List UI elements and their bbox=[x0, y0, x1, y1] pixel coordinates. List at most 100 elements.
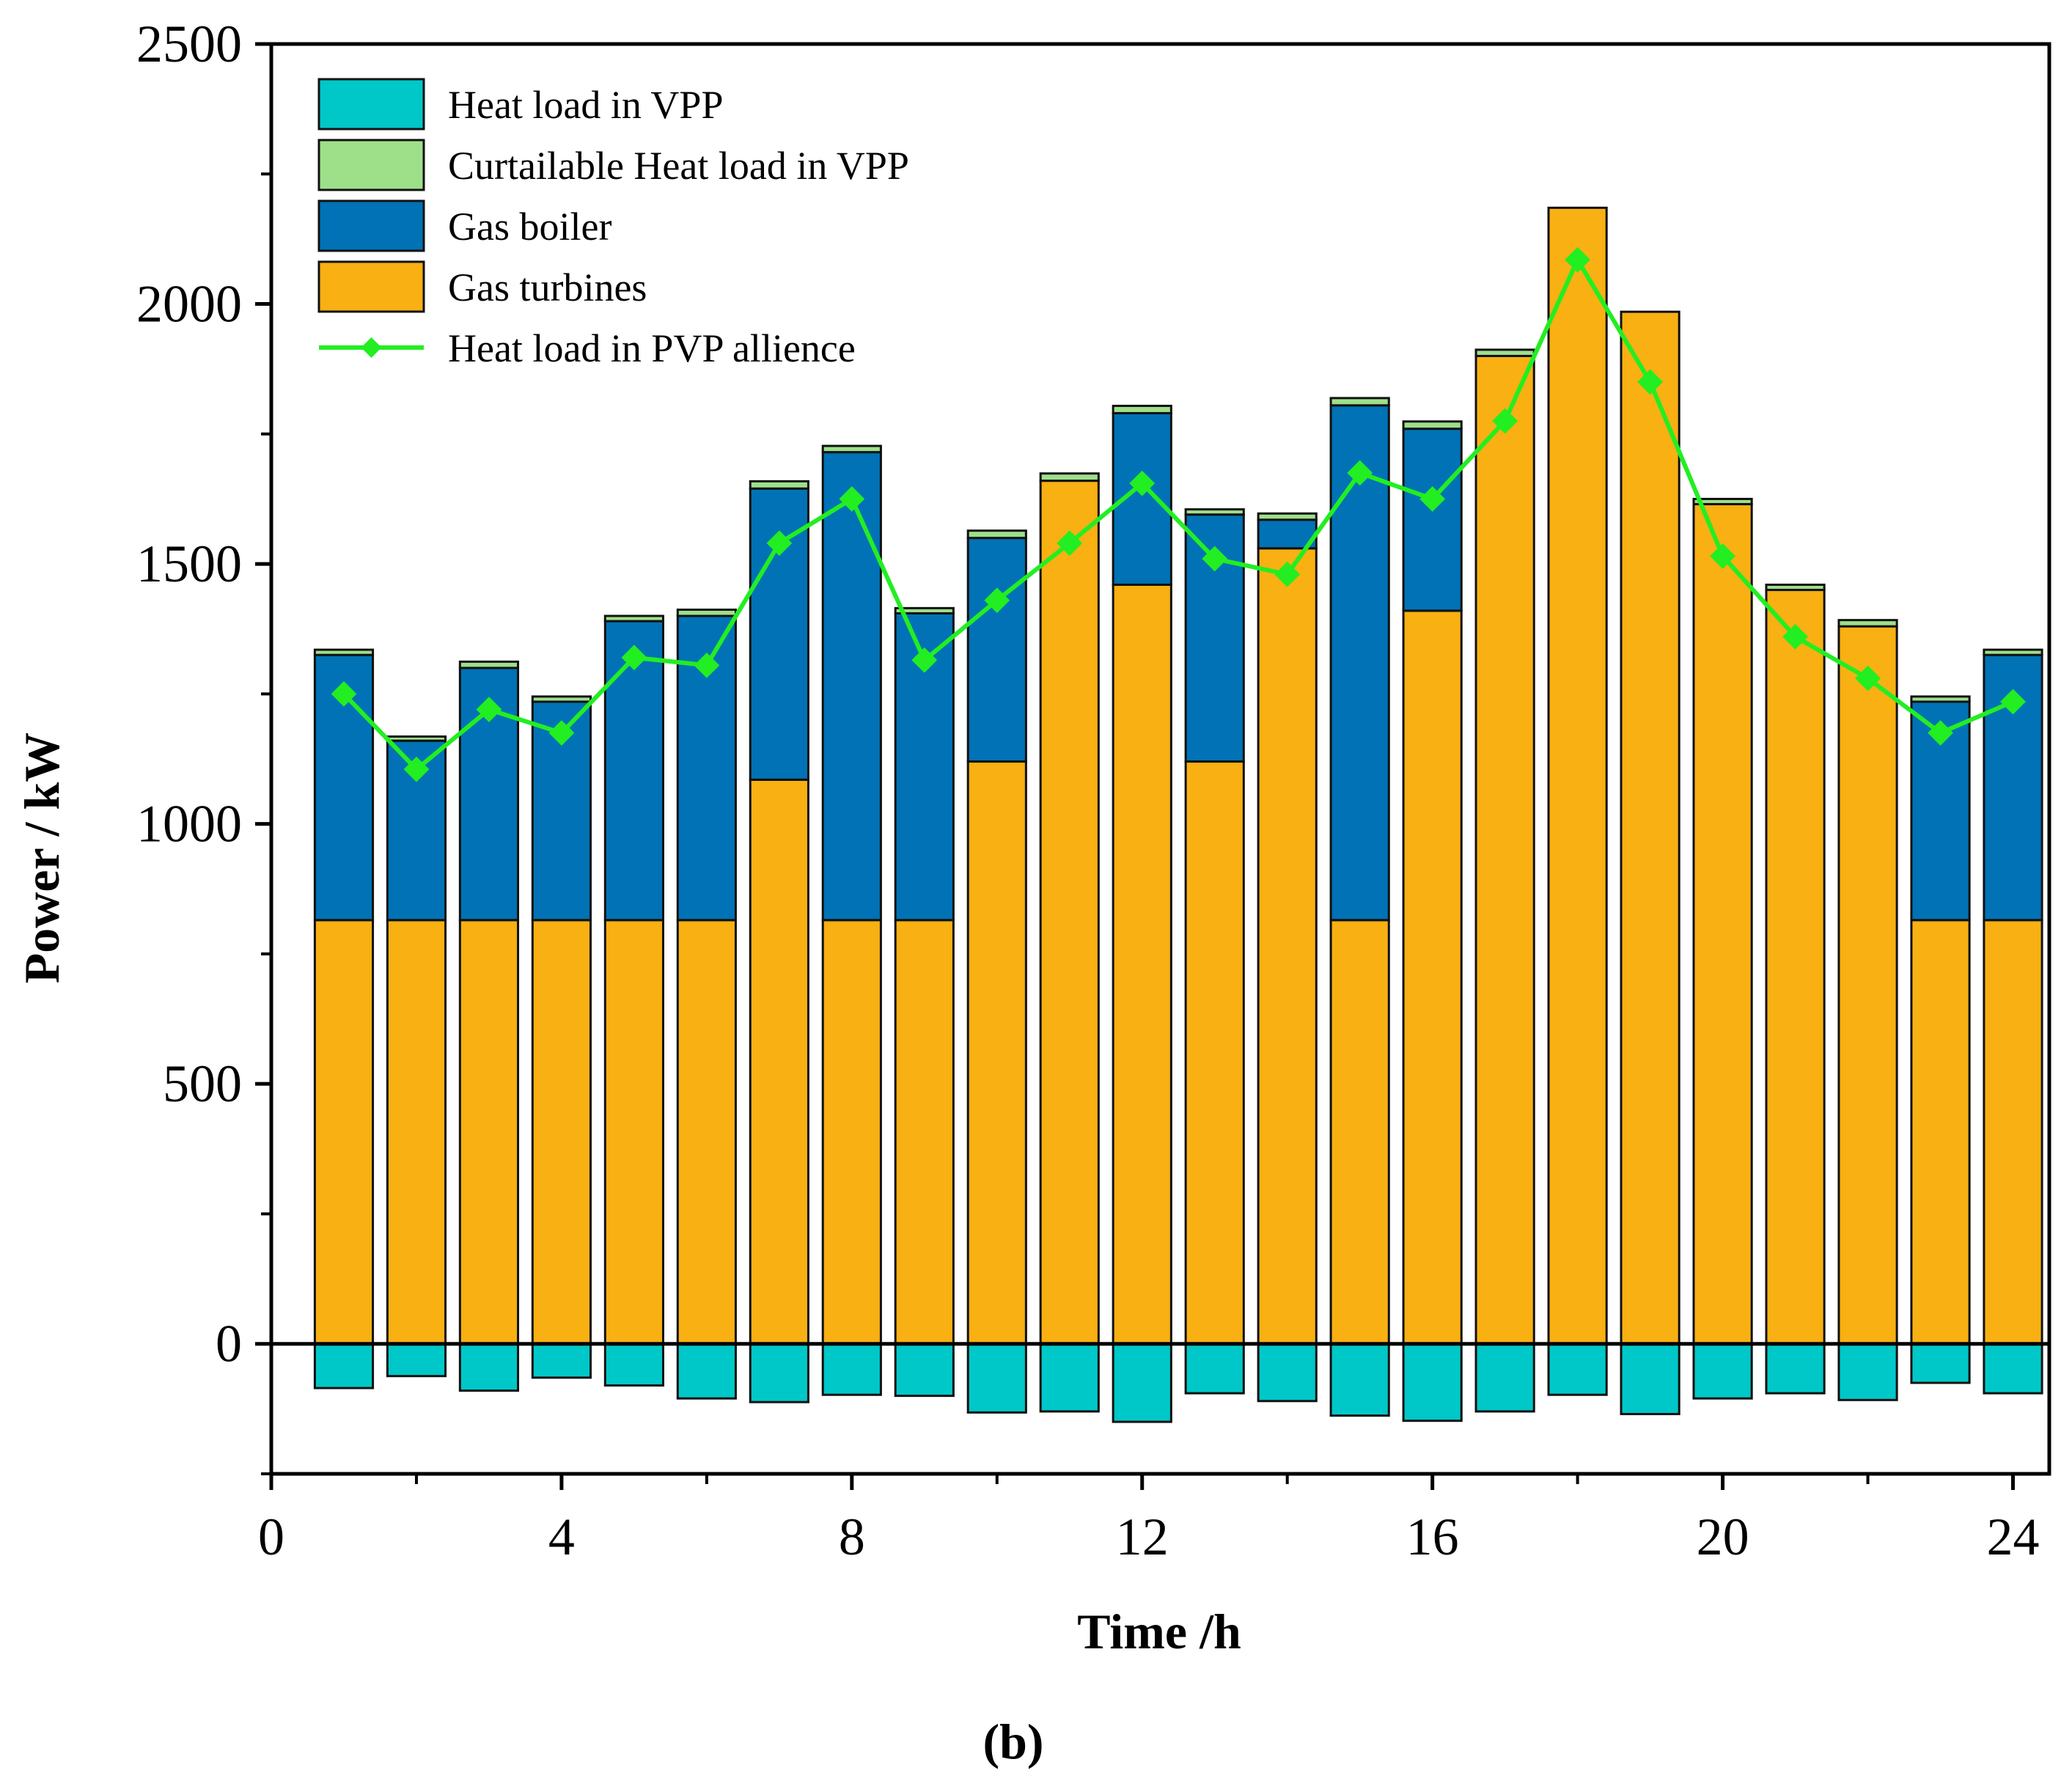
line-marker-h9 bbox=[911, 647, 938, 673]
line-marker-h1 bbox=[331, 680, 357, 707]
line-marker-h24 bbox=[2000, 689, 2026, 715]
bar-heat-load-in-vpp-h19 bbox=[1620, 1343, 1680, 1415]
bar-gas-turbines-h19 bbox=[1620, 310, 1680, 1346]
bar-gas-boiler-h8 bbox=[821, 451, 882, 922]
bar-curtailable-heat-load-in-vpp-h2 bbox=[386, 735, 447, 742]
bar-gas-turbines-h21 bbox=[1765, 589, 1826, 1346]
bar-curtailable-heat-load-in-vpp-h20 bbox=[1692, 497, 1753, 506]
legend-label-heat-load-in-vpp: Heat load in VPP bbox=[448, 83, 724, 127]
line-marker-h2 bbox=[403, 756, 430, 782]
line-marker-h19 bbox=[1637, 369, 1664, 395]
bar-curtailable-heat-load-in-vpp-h17 bbox=[1474, 348, 1535, 357]
bar-gas-boiler-h10 bbox=[966, 537, 1027, 763]
bar-gas-turbines-h2 bbox=[386, 919, 447, 1346]
bar-gas-turbines-h1 bbox=[313, 919, 375, 1346]
bar-gas-turbines-h6 bbox=[676, 919, 737, 1346]
line-series-layer bbox=[331, 246, 2026, 782]
line-marker-h17 bbox=[1492, 408, 1518, 434]
y-tick-label-0: 0 bbox=[216, 1315, 242, 1373]
legend-label-heat-load-in-pvp-allience: Heat load in PVP allience bbox=[448, 326, 856, 370]
legend-swatch-gas-turbines bbox=[317, 260, 425, 313]
bar-gas-turbines-h12 bbox=[1112, 583, 1172, 1346]
line-marker-h6 bbox=[694, 652, 720, 678]
bar-curtailable-heat-load-in-vpp-h10 bbox=[966, 529, 1027, 540]
bar-heat-load-in-vpp-h10 bbox=[966, 1343, 1027, 1414]
bar-heat-load-in-vpp-h11 bbox=[1039, 1343, 1100, 1413]
bar-heat-load-in-vpp-h18 bbox=[1547, 1343, 1608, 1396]
bar-heat-load-in-vpp-h22 bbox=[1837, 1343, 1898, 1401]
line-marker-h7 bbox=[766, 530, 793, 557]
line-marker-h23 bbox=[1928, 720, 1953, 746]
bar-curtailable-heat-load-in-vpp-h24 bbox=[1983, 648, 2043, 656]
bar-gas-turbines-h4 bbox=[531, 919, 592, 1346]
bar-heat-load-in-vpp-h3 bbox=[458, 1343, 520, 1392]
x-tick-label-24: 24 bbox=[1987, 1508, 2040, 1566]
bar-gas-turbines-h11 bbox=[1039, 480, 1100, 1346]
bar-heat-load-in-vpp-h20 bbox=[1692, 1343, 1753, 1400]
x-tick-label-20: 20 bbox=[1697, 1508, 1749, 1566]
legend: Heat load in VPP Curtailable Heat load in… bbox=[317, 78, 909, 370]
legend-swatch-heat-load-in-vpp bbox=[317, 78, 425, 131]
bar-heat-load-in-vpp-h2 bbox=[386, 1343, 447, 1378]
legend-label-gas-boiler: Gas boiler bbox=[448, 205, 611, 249]
bar-gas-turbines-h13 bbox=[1184, 760, 1245, 1346]
bar-curtailable-heat-load-in-vpp-h11 bbox=[1039, 472, 1100, 482]
bar-gas-turbines-h5 bbox=[603, 919, 664, 1346]
line-marker-h13 bbox=[1202, 546, 1228, 572]
line-marker-h21 bbox=[1782, 623, 1808, 650]
bar-gas-turbines-h16 bbox=[1402, 609, 1463, 1346]
line-marker-h18 bbox=[1565, 246, 1591, 273]
bar-heat-load-in-vpp-h8 bbox=[821, 1343, 882, 1396]
legend-label-curtailable-heat-load-in-vpp: Curtailable Heat load in VPP bbox=[448, 144, 909, 188]
bar-curtailable-heat-load-in-vpp-h8 bbox=[821, 444, 882, 454]
bar-curtailable-heat-load-in-vpp-h22 bbox=[1837, 619, 1898, 628]
y-tick-label-500: 500 bbox=[163, 1054, 242, 1113]
line-marker-h16 bbox=[1419, 486, 1446, 512]
bar-heat-load-in-vpp-h16 bbox=[1402, 1343, 1463, 1423]
y-tick-label-2000: 2000 bbox=[136, 275, 242, 334]
bar-curtailable-heat-load-in-vpp-h9 bbox=[894, 606, 955, 614]
y-tick-label-2500: 2500 bbox=[136, 15, 242, 73]
bar-gas-turbines-h20 bbox=[1692, 503, 1753, 1346]
bar-layer bbox=[313, 206, 2043, 1423]
line-marker-h8 bbox=[839, 486, 865, 512]
bar-heat-load-in-vpp-h13 bbox=[1184, 1343, 1245, 1395]
bar-gas-turbines-h23 bbox=[1910, 919, 1971, 1346]
x-axis-title: Time /h bbox=[1077, 1604, 1241, 1659]
x-tick-label-16: 16 bbox=[1406, 1508, 1459, 1566]
line-marker-h3 bbox=[476, 697, 502, 723]
bar-heat-load-in-vpp-h9 bbox=[894, 1343, 955, 1398]
bar-gas-turbines-h3 bbox=[458, 919, 520, 1346]
bar-gas-boiler-h15 bbox=[1329, 404, 1390, 922]
y-axis-title: Power / kW bbox=[14, 733, 70, 984]
bar-gas-turbines-h18 bbox=[1547, 206, 1608, 1346]
axes: 0 500 1000 1500 2000 2500 0 4 8 12 16 20 24 bbox=[136, 15, 2051, 1566]
bar-curtailable-heat-load-in-vpp-h13 bbox=[1184, 508, 1245, 516]
bar-heat-load-in-vpp-h15 bbox=[1329, 1343, 1390, 1417]
bar-gas-turbines-h10 bbox=[966, 760, 1027, 1346]
line-marker-h11 bbox=[1057, 530, 1083, 557]
figure-caption: (b) bbox=[982, 1714, 1043, 1769]
bar-heat-load-in-vpp-h14 bbox=[1257, 1343, 1318, 1403]
bar-heat-load-in-vpp-h4 bbox=[531, 1343, 592, 1379]
bar-heat-load-in-vpp-h23 bbox=[1910, 1343, 1971, 1384]
bar-heat-load-in-vpp-h1 bbox=[313, 1343, 375, 1390]
x-tick-label-4: 4 bbox=[548, 1508, 575, 1566]
bar-gas-boiler-h16 bbox=[1402, 427, 1463, 612]
bar-curtailable-heat-load-in-vpp-h21 bbox=[1765, 583, 1826, 592]
line-marker-h20 bbox=[1710, 543, 1736, 569]
bar-curtailable-heat-load-in-vpp-h5 bbox=[603, 614, 664, 623]
line-marker-h14 bbox=[1274, 561, 1301, 587]
bar-curtailable-heat-load-in-vpp-h14 bbox=[1257, 512, 1318, 521]
bar-gas-turbines-h15 bbox=[1329, 919, 1390, 1346]
legend-swatch-curtailable-heat-load-in-vpp bbox=[317, 139, 425, 191]
y-tick-label-1500: 1500 bbox=[136, 535, 242, 593]
bar-heat-load-in-vpp-h12 bbox=[1112, 1343, 1172, 1423]
legend-marker-heat-load-in-pvp-allience bbox=[361, 337, 382, 358]
bar-gas-turbines-h9 bbox=[894, 919, 955, 1346]
bar-heat-load-in-vpp-h7 bbox=[749, 1343, 809, 1403]
legend-label-gas-turbines: Gas turbines bbox=[448, 265, 647, 309]
x-tick-label-8: 8 bbox=[839, 1508, 865, 1566]
bar-gas-turbines-h8 bbox=[821, 919, 882, 1346]
